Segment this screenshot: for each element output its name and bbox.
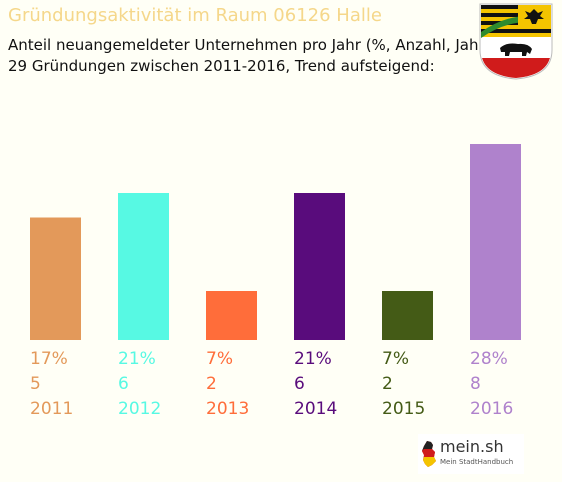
percent-label-2013: 7%	[206, 349, 233, 369]
percent-label-2014: 21%	[294, 349, 332, 369]
chart-subtitle: Anteil neuangemeldeter Unternehmen pro J…	[8, 36, 491, 54]
bar-2015	[382, 291, 433, 340]
count-label-2011: 5	[30, 374, 41, 394]
year-label-2014: 2014	[294, 399, 337, 419]
year-label-2016: 2016	[470, 399, 513, 419]
count-label-2012: 6	[118, 374, 129, 394]
count-label-2013: 2	[206, 374, 217, 394]
logo-name: mein.sh	[440, 437, 504, 456]
bar-2012	[118, 193, 169, 340]
year-label-2015: 2015	[382, 399, 425, 419]
bar-2014	[294, 193, 345, 340]
bar-2013	[206, 291, 257, 340]
percent-label-2016: 28%	[470, 349, 508, 369]
count-label-2015: 2	[382, 374, 393, 394]
chart-summary: 29 Gründungen zwischen 2011-2016, Trend …	[8, 57, 435, 75]
percent-label-2015: 7%	[382, 349, 409, 369]
bars-group	[30, 144, 521, 340]
bar-2016	[470, 144, 521, 340]
saxony-anhalt-coat-of-arms-icon	[478, 2, 554, 80]
percent-label-2012: 21%	[118, 349, 156, 369]
logo-tagline: Mein StadtHandbuch	[440, 458, 514, 466]
bar-2011	[30, 217, 81, 340]
labels-group: 17% 5 2011 21% 6 2012 7% 2 2013 21% 6 2014 7% 2 2015 28…	[30, 349, 513, 419]
germany-map-icon	[422, 441, 436, 467]
year-label-2013: 2013	[206, 399, 249, 419]
count-label-2016: 8	[470, 374, 481, 394]
count-label-2014: 6	[294, 374, 305, 394]
mein-sh-logo: mein.sh Mein StadtHandbuch	[418, 434, 524, 474]
percent-label-2011: 17%	[30, 349, 68, 369]
year-label-2012: 2012	[118, 399, 161, 419]
chart-title: Gründungsaktivität im Raum 06126 Halle	[8, 5, 382, 26]
year-label-2011: 2011	[30, 399, 73, 419]
